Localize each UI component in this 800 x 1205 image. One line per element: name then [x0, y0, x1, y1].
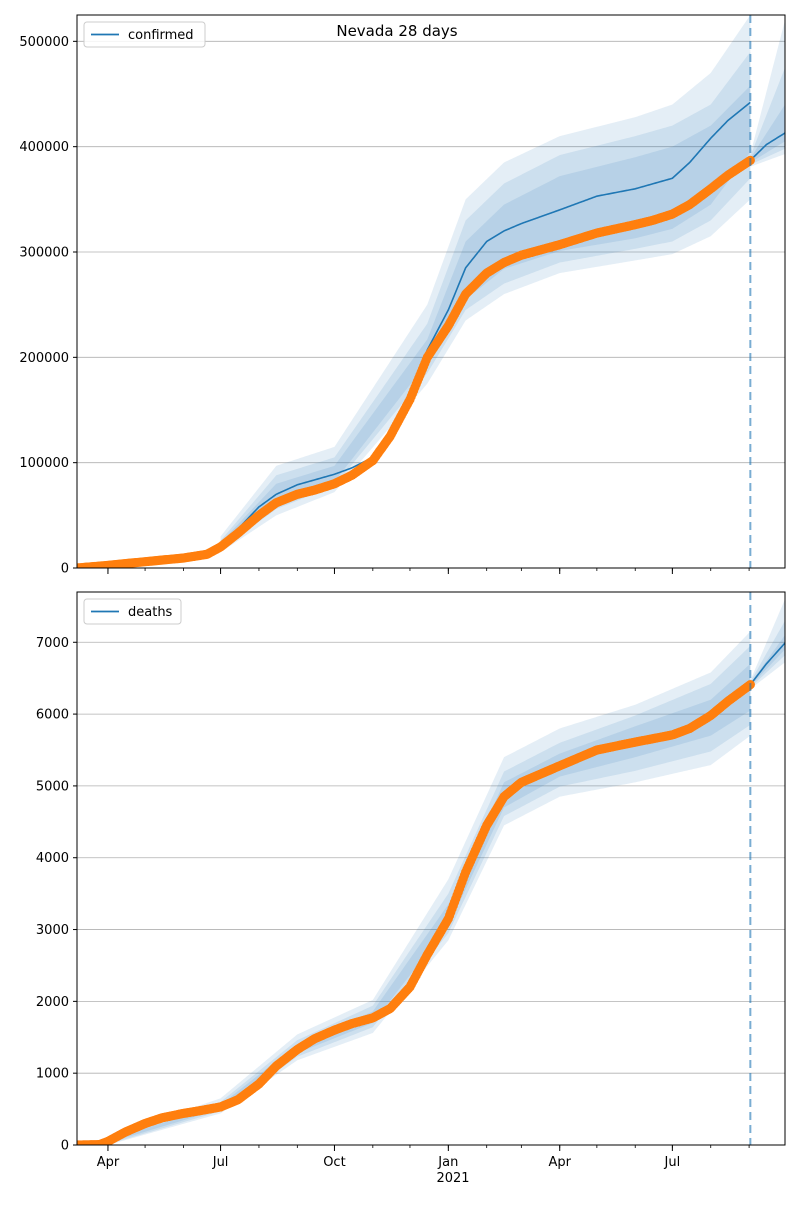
confirmed-forecast-band-1 — [750, 104, 785, 163]
confirmed-legend-box — [83, 21, 206, 48]
deaths-xtick-label-0: Apr — [97, 1155, 120, 1170]
deaths-axes-frame — [76, 591, 786, 1146]
confirmed-axes-frame — [76, 14, 786, 569]
deaths-panel: 0 1000 2000 3000 4000 5000 6000 7000 Apr Jul Oct Ja… — [36, 591, 786, 1170]
confirmed-ytick-label-5: 500000 — [19, 35, 69, 50]
deaths-ytick-label-0: 0 — [61, 1139, 69, 1154]
deaths-xtick-label-1: Jul — [212, 1155, 229, 1170]
deaths-legend: deaths — [83, 598, 182, 625]
deaths-xtick-label-4: Apr — [548, 1155, 571, 1170]
x-year-label: 2021 — [436, 1171, 469, 1186]
confirmed-band-2 — [220, 51, 751, 551]
chart-title: Nevada 28 days — [336, 22, 457, 40]
confirmed-legend: confirmed — [83, 21, 206, 48]
deaths-ytick-label-7: 7000 — [36, 636, 69, 651]
confirmed-ytick-label-0: 0 — [61, 562, 69, 577]
deaths-ytick-label-2: 2000 — [36, 995, 69, 1010]
deaths-band-1 — [107, 663, 751, 1143]
confirmed-ytick-label-2: 200000 — [19, 351, 69, 366]
deaths-forecast-band-3 — [750, 599, 785, 689]
deaths-forecast-line — [749, 642, 785, 686]
deaths-ytick-label-1: 1000 — [36, 1067, 69, 1082]
deaths-xtick-label-2: Oct — [323, 1155, 345, 1170]
confirmed-panel: 0 100000 200000 300000 400000 500000 confirmed — [19, 14, 786, 577]
confirmed-ytick-label-4: 400000 — [19, 140, 69, 155]
confirmed-forecast-line — [749, 132, 785, 161]
deaths-ytick-label-5: 5000 — [36, 779, 69, 794]
deaths-legend-box — [83, 598, 182, 625]
confirmed-legend-label: confirmed — [128, 28, 194, 43]
confirmed-band-3 — [220, 15, 751, 553]
confirmed-ytick-label-1: 100000 — [19, 456, 69, 471]
confirmed-forecast-band-3 — [750, 20, 785, 167]
deaths-forecast-band-2 — [750, 620, 785, 688]
deaths-band-3 — [107, 631, 751, 1145]
deaths-ytick-label-3: 3000 — [36, 923, 69, 938]
deaths-ytick-label-4: 4000 — [36, 851, 69, 866]
confirmed-ytick-label-3: 300000 — [19, 246, 69, 261]
deaths-xtick-label-3: Jan — [437, 1155, 458, 1170]
deaths-band-2 — [107, 645, 751, 1145]
deaths-ytick-label-6: 6000 — [36, 708, 69, 723]
deaths-legend-label: deaths — [128, 605, 173, 620]
confirmed-band-1 — [220, 85, 751, 550]
confirmed-observed-series — [77, 155, 755, 568]
deaths-xtick-label-5: Jul — [664, 1155, 681, 1170]
deaths-observed-series — [77, 680, 755, 1145]
confirmed-forecast-band-2 — [750, 67, 785, 165]
